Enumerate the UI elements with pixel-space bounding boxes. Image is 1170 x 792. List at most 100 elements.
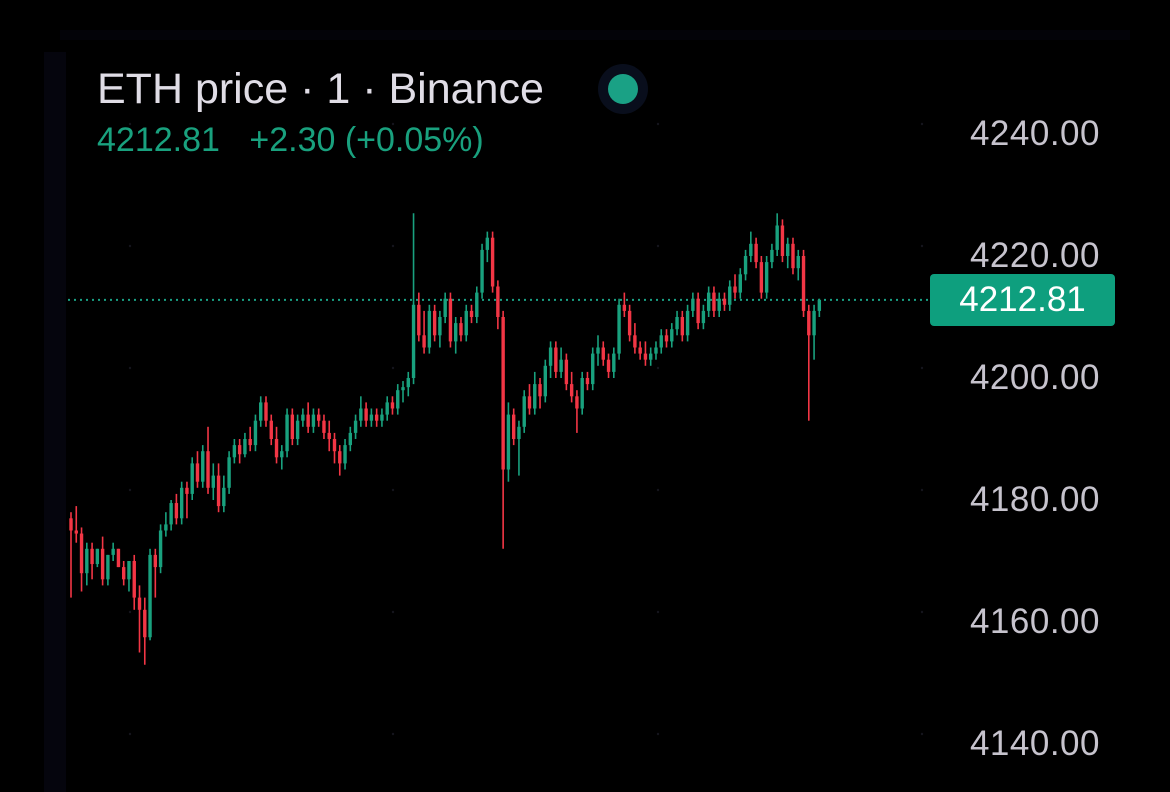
- y-tick-label: 4240.00: [969, 114, 1100, 153]
- candle: [190, 457, 194, 500]
- candle: [733, 274, 737, 299]
- candle-body-up: [617, 304, 621, 354]
- candle: [122, 561, 126, 586]
- candle-body-up: [480, 249, 484, 293]
- candle-body-up: [675, 317, 679, 330]
- candle: [248, 426, 252, 452]
- candle: [243, 432, 247, 458]
- candle: [817, 298, 822, 317]
- candle: [369, 408, 374, 427]
- candle-body-up: [280, 451, 284, 458]
- candle-body-down: [116, 548, 121, 568]
- candle: [743, 249, 748, 281]
- market-status-dot-icon[interactable]: [607, 74, 638, 104]
- candle: [533, 371, 537, 415]
- candle: [685, 304, 690, 342]
- candle: [728, 280, 732, 311]
- candle: [522, 390, 526, 433]
- candle: [90, 542, 94, 580]
- candle: [143, 597, 147, 665]
- candle-body-up: [301, 414, 305, 421]
- candle-body-up: [670, 329, 674, 342]
- candle-body-down: [322, 420, 326, 433]
- candle-body-up: [649, 353, 653, 360]
- grid-dot: [128, 732, 132, 736]
- candle-body-down: [780, 225, 785, 256]
- candle: [601, 341, 605, 366]
- candle-body-up: [127, 561, 131, 580]
- candle: [132, 554, 136, 610]
- candle: [127, 561, 131, 592]
- candle: [111, 542, 115, 561]
- candle: [786, 237, 790, 269]
- candle: [169, 500, 173, 531]
- candle: [264, 396, 268, 427]
- candle: [280, 445, 284, 470]
- candle-body-down: [216, 475, 221, 507]
- candle: [385, 396, 389, 421]
- grid-dot: [920, 366, 924, 370]
- candle: [664, 329, 669, 348]
- candle: [543, 359, 547, 403]
- chart-title[interactable]: ETH price · 1 · Binance: [97, 65, 544, 113]
- candle-body-up: [796, 256, 800, 269]
- candle-body-up: [506, 414, 511, 470]
- candle-body-down: [585, 378, 590, 385]
- left-edge: [44, 52, 66, 792]
- candle-body-up: [743, 256, 748, 275]
- candle-body-down: [174, 503, 179, 519]
- candle-body-up: [443, 298, 447, 317]
- candle: [612, 347, 616, 378]
- candle: [348, 426, 353, 452]
- candle-body-down: [791, 243, 795, 269]
- candle-body-down: [153, 554, 158, 568]
- candle: [79, 527, 84, 592]
- candle-body-down: [680, 317, 685, 336]
- candle-body-up: [369, 414, 374, 421]
- candle: [227, 451, 231, 494]
- candle: [559, 347, 563, 378]
- candle: [206, 426, 210, 494]
- candle: [338, 445, 342, 476]
- candle-body-down: [554, 347, 558, 372]
- candle-body-down: [622, 304, 627, 311]
- candle: [343, 439, 347, 470]
- candle-body-up: [764, 262, 769, 293]
- candle: [738, 268, 742, 299]
- candle: [69, 512, 73, 598]
- candle: [353, 414, 358, 439]
- candle: [364, 402, 368, 427]
- candle: [443, 292, 447, 324]
- candle-body-down: [432, 310, 437, 336]
- candle: [116, 548, 121, 568]
- candle: [259, 396, 263, 427]
- grid-dot: [656, 488, 660, 492]
- y-tick-label: 4160.00: [969, 602, 1100, 641]
- candle-body-down: [801, 256, 806, 311]
- candle-body-up: [111, 548, 115, 555]
- candle: [411, 213, 416, 385]
- candle-body-up: [738, 274, 742, 293]
- candle: [454, 317, 458, 354]
- candle: [148, 548, 152, 641]
- grid-dot: [391, 122, 395, 126]
- candle: [185, 481, 189, 519]
- candle-body-up: [559, 359, 563, 372]
- candle: [396, 384, 400, 415]
- candle-body-up: [691, 298, 695, 311]
- candle-body-down: [712, 292, 716, 311]
- candle-body-up: [522, 396, 526, 427]
- candle: [496, 280, 500, 330]
- candle: [406, 371, 410, 397]
- candle-body-up: [227, 457, 231, 488]
- candle: [222, 475, 226, 513]
- candle-body-up: [232, 445, 237, 458]
- candle: [517, 420, 521, 476]
- candle: [359, 396, 363, 427]
- candle-body-down: [132, 561, 136, 598]
- candle-body-down: [807, 310, 811, 336]
- candle-body-down: [564, 359, 569, 385]
- candle: [290, 408, 295, 446]
